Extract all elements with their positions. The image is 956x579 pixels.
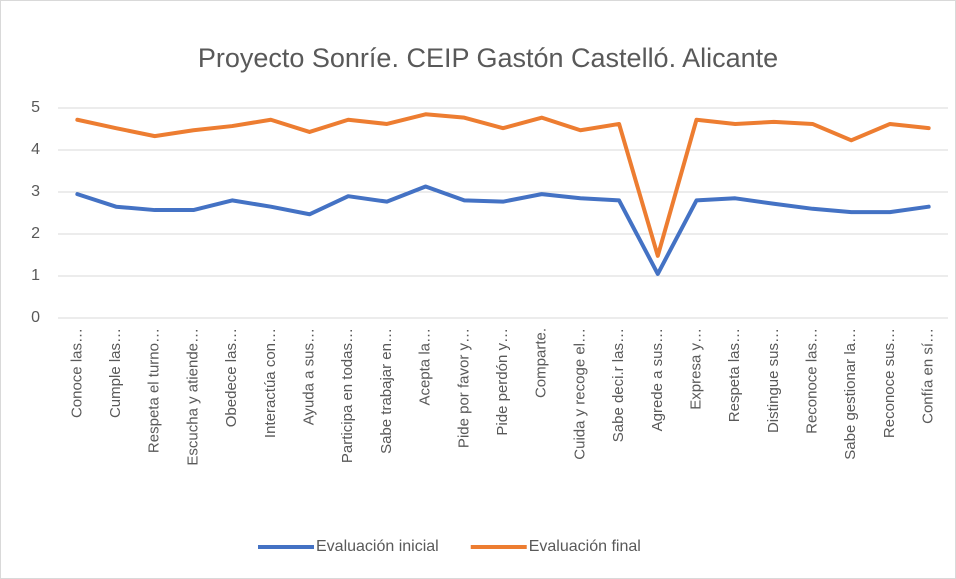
y-tick-label: 4 <box>31 141 40 158</box>
x-tick-label: Acepta la… <box>417 328 434 406</box>
x-tick-label: Obedece las… <box>223 328 240 427</box>
x-tick-label: Sabe deci.r las… <box>610 328 627 442</box>
x-tick-label: Agrede a sus… <box>649 328 666 431</box>
legend-label: Evaluación inicial <box>316 538 439 555</box>
x-tick-label: Pide por favor y… <box>455 328 472 448</box>
x-tick-label: Respeta las… <box>726 328 743 422</box>
y-tick-label: 3 <box>31 183 40 200</box>
x-tick-label: Distingue sus… <box>765 328 782 433</box>
x-tick-label: Cumple las… <box>107 328 124 418</box>
x-tick-label: Confía en sí… <box>920 328 937 424</box>
legend-label: Evaluación final <box>529 538 641 555</box>
y-tick-label: 5 <box>31 99 40 116</box>
chart-title: Proyecto Sonríe. CEIP Gastón Castelló. A… <box>198 43 778 73</box>
x-tick-label: Interactúa con… <box>262 328 279 438</box>
x-tick-label: Reconoce sus… <box>881 328 898 438</box>
x-tick-label: Expresa y… <box>687 328 704 410</box>
x-tick-label: Comparte. <box>533 328 550 398</box>
x-tick-label: Respeta el turno… <box>146 328 163 453</box>
x-tick-label: Cuida y recoge el… <box>571 328 588 460</box>
series-line <box>75 112 931 258</box>
y-tick-label: 0 <box>31 309 40 326</box>
x-tick-label: Reconoce las… <box>804 328 821 434</box>
x-tick-label: Participa en todas… <box>339 328 356 463</box>
x-tick-label: Sabe gestionar la… <box>842 328 859 460</box>
series-line <box>75 184 931 276</box>
x-tick-label: Sabe trabajar en… <box>378 328 395 454</box>
x-tick-label: Ayuda a sus… <box>300 328 317 425</box>
x-tick-label: Escucha y atiende… <box>184 328 201 466</box>
x-tick-label: Pide perdón y… <box>494 328 511 436</box>
y-tick-label: 2 <box>31 225 40 242</box>
x-tick-label: Conoce las… <box>68 328 85 418</box>
y-tick-label: 1 <box>31 267 40 284</box>
